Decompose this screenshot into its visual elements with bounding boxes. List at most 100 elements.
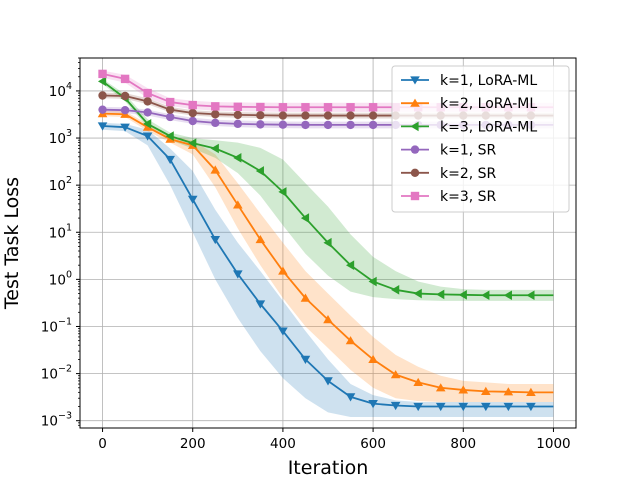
data-point-series-5	[233, 110, 243, 120]
data-point-series-3	[188, 138, 197, 148]
legend-marker	[410, 76, 420, 85]
data-point-series-6	[165, 97, 175, 107]
data-point-series-5	[301, 111, 310, 120]
data-point-series-2	[323, 315, 333, 324]
data-point-series-1	[187, 195, 198, 204]
y-tick-label: 102	[49, 175, 72, 194]
data-point-series-2	[210, 165, 221, 174]
data-point-series-3	[210, 143, 219, 154]
confidence-band-series-2	[102, 110, 554, 402]
x-tick-label: 0	[98, 436, 107, 452]
data-point-series-6	[368, 103, 378, 112]
confidence-band-series-3	[102, 78, 554, 301]
data-point-series-1	[526, 402, 536, 412]
data-point-series-3	[255, 166, 264, 176]
data-point-series-2	[368, 354, 378, 364]
data-point-series-6	[346, 103, 355, 112]
x-tick-label: 800	[450, 436, 476, 452]
data-point-series-1	[165, 155, 175, 165]
y-tick-label: 103	[49, 128, 72, 147]
data-point-series-5	[278, 111, 288, 120]
data-point-series-5	[256, 111, 265, 120]
legend-label: k=3, SR	[440, 189, 497, 205]
data-point-series-2	[390, 370, 401, 379]
data-point-series-3	[368, 276, 377, 287]
data-point-series-3	[436, 289, 445, 300]
data-point-series-2	[481, 386, 491, 395]
data-point-series-6	[188, 100, 197, 110]
data-point-series-6	[233, 102, 243, 112]
legend-marker	[410, 145, 420, 154]
data-point-series-1	[368, 400, 378, 409]
data-point-series-6	[256, 102, 265, 112]
data-point-series-4	[233, 119, 243, 129]
data-point-series-4	[120, 105, 130, 115]
y-tick-label: 104	[49, 81, 72, 100]
data-point-series-6	[323, 103, 333, 112]
legend: k=1, LoRA-ML k=2, LoRA-ML k=3, LoRA-ML k=1,…	[391, 65, 570, 213]
data-point-series-1	[481, 402, 491, 412]
data-point-series-4	[98, 105, 107, 114]
data-point-series-2	[255, 234, 266, 244]
legend-label: k=1, LoRA-ML	[440, 73, 537, 89]
data-point-series-1	[97, 122, 108, 131]
data-point-series-1	[120, 123, 130, 132]
data-point-series-5	[143, 97, 152, 106]
data-point-series-1	[390, 401, 401, 411]
data-point-series-3	[458, 290, 467, 300]
data-point-series-4	[256, 120, 265, 129]
legend-label: k=2, SR	[440, 166, 497, 182]
data-point-series-3	[300, 213, 310, 223]
legend-label: k=1, SR	[440, 143, 497, 159]
legend-marker	[410, 121, 419, 132]
data-point-series-5	[165, 105, 175, 114]
x-tick-label: 400	[270, 436, 296, 452]
data-point-series-2	[413, 377, 423, 387]
data-point-series-3	[323, 237, 332, 248]
legend-marker	[410, 191, 420, 201]
data-point-series-1	[255, 300, 266, 309]
data-point-series-4	[301, 120, 310, 130]
y-tick-label: 101	[49, 222, 72, 241]
data-point-series-3	[143, 119, 152, 129]
data-point-series-2	[233, 200, 243, 209]
data-point-series-1	[323, 377, 333, 386]
data-point-series-1	[233, 270, 243, 279]
data-point-series-2	[435, 383, 446, 392]
data-point-series-5	[368, 111, 378, 120]
data-point-series-2	[458, 385, 469, 394]
data-point-series-5	[323, 111, 333, 120]
data-point-series-2	[503, 387, 514, 396]
legend-box	[391, 65, 570, 213]
data-point-series-3	[481, 290, 490, 301]
y-tick-label: 100	[49, 269, 72, 288]
data-point-series-1	[345, 393, 356, 402]
y-tick-label: 10−2	[41, 364, 72, 383]
data-point-series-6	[120, 74, 130, 84]
data-point-series-4	[346, 120, 355, 130]
data-point-series-2	[278, 266, 288, 275]
data-point-series-1	[435, 402, 446, 412]
data-point-series-4	[165, 112, 175, 122]
legend-marker	[410, 168, 420, 177]
data-point-series-6	[143, 88, 152, 98]
x-tick-label: 1000	[536, 436, 570, 452]
data-point-series-3	[278, 187, 287, 197]
data-point-series-4	[143, 108, 152, 117]
data-point-series-3	[97, 76, 107, 87]
data-point-series-5	[188, 108, 197, 118]
legend-marker	[410, 98, 420, 107]
legend-label: k=2, LoRA-ML	[440, 96, 537, 112]
data-point-series-6	[211, 102, 220, 111]
legend-label: k=3, LoRA-ML	[440, 119, 537, 135]
data-point-series-3	[413, 288, 422, 299]
x-tick-label: 200	[180, 436, 206, 452]
data-point-series-4	[368, 120, 378, 130]
data-point-series-5	[211, 110, 220, 119]
y-tick-label: 10−3	[41, 411, 72, 430]
data-point-series-4	[323, 120, 333, 130]
data-point-series-1	[503, 402, 514, 412]
x-tick-label: 600	[360, 436, 386, 452]
data-point-series-3	[233, 153, 242, 163]
